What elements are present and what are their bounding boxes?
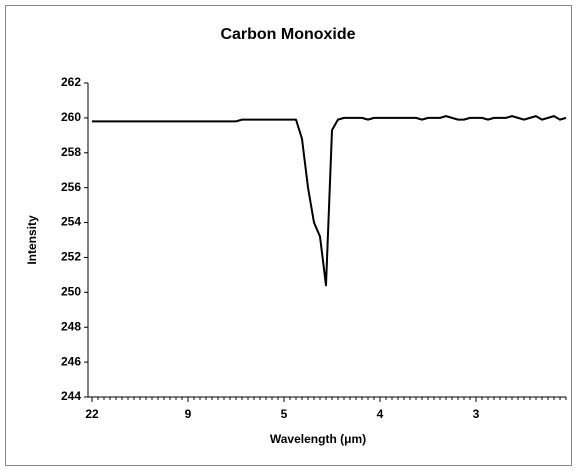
y-tick-label: 258 (61, 145, 81, 159)
x-tick-label: 4 (377, 407, 384, 421)
x-tick-label: 3 (473, 407, 480, 421)
y-tick-label: 246 (61, 354, 81, 368)
data-line (92, 115, 567, 287)
x-tick-label: 9 (185, 407, 192, 421)
y-tick-label: 254 (61, 215, 81, 229)
x-tick-label: 22 (85, 407, 99, 421)
y-tick-label: 244 (61, 389, 81, 403)
chart-frame (5, 5, 572, 466)
y-tick-label: 248 (61, 319, 81, 333)
y-tick-label: 256 (61, 180, 81, 194)
chart-title: Carbon Monoxide (220, 26, 355, 43)
x-axis-label: Wavelength (μm) (270, 432, 366, 446)
y-tick-label: 260 (61, 110, 81, 124)
y-tick-label: 252 (61, 250, 81, 264)
y-tick-label: 250 (61, 285, 81, 299)
y-tick-label: 262 (61, 75, 81, 89)
y-axis-label: Intensity (25, 215, 39, 265)
x-tick-label: 5 (281, 407, 288, 421)
